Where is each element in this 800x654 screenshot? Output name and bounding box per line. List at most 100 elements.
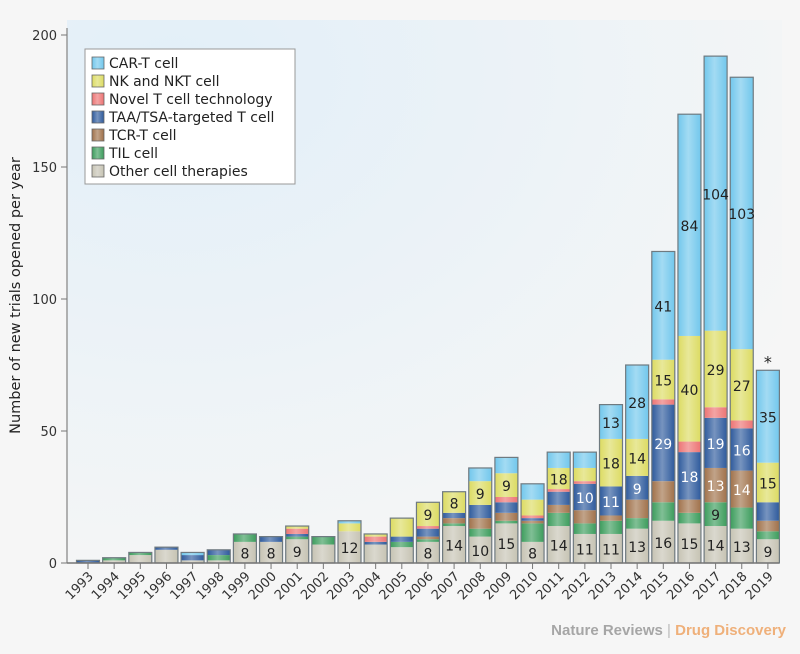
x-tick-label: 2019 xyxy=(743,569,777,603)
bar-1994 xyxy=(102,557,127,564)
x-tick-label: 2003 xyxy=(324,569,358,603)
x-tick-label: 2000 xyxy=(246,569,280,603)
data-label: 14 xyxy=(550,539,568,555)
bar-segment xyxy=(494,497,518,503)
bar-segment xyxy=(390,541,414,548)
bar-segment xyxy=(521,518,545,521)
bar-segment xyxy=(704,407,728,418)
data-label: 9 xyxy=(633,482,642,498)
data-label: 13 xyxy=(707,479,725,495)
data-label: 9 xyxy=(763,545,772,561)
bar-segment xyxy=(128,552,152,556)
legend-swatch xyxy=(91,92,105,106)
bar-1996 xyxy=(154,546,179,564)
bar-segment xyxy=(730,528,754,563)
bar-segment xyxy=(573,452,597,468)
bar-segment xyxy=(442,512,466,519)
x-tick-label: 2013 xyxy=(586,569,620,603)
bar-segment xyxy=(599,404,623,439)
bar-segment xyxy=(468,528,492,537)
data-label: 9 xyxy=(423,508,432,524)
legend-item: TIL cell xyxy=(91,146,158,162)
x-tick-label: 2007 xyxy=(429,569,463,603)
asterisk-annotation: * xyxy=(764,352,772,371)
bar-segment xyxy=(521,499,545,516)
bar-segment xyxy=(677,114,701,336)
x-tick-label: 2014 xyxy=(612,569,646,603)
bar-segment xyxy=(259,536,283,542)
y-tick-label: 150 xyxy=(32,161,57,176)
bar-segment xyxy=(756,520,780,532)
bar-segment xyxy=(181,552,205,556)
bar-segment xyxy=(756,531,780,540)
bar-segment xyxy=(756,370,780,463)
bar-segment xyxy=(311,536,335,545)
x-tick-label: 1996 xyxy=(141,569,175,603)
data-label: 27 xyxy=(733,379,751,395)
data-label: 10 xyxy=(576,491,594,507)
data-label: 18 xyxy=(602,457,620,473)
footer-credit: Nature Reviews | Drug Discovery xyxy=(551,622,786,639)
data-label: 11 xyxy=(576,542,594,558)
data-label: 8 xyxy=(450,496,459,512)
bar-segment xyxy=(677,512,701,524)
bar-segment xyxy=(625,528,649,563)
data-label: 14 xyxy=(628,451,646,467)
data-label: 15 xyxy=(681,537,699,553)
legend-label: TIL cell xyxy=(108,146,158,162)
bar-segment xyxy=(677,452,701,500)
bar-segment xyxy=(547,491,571,505)
data-label: 8 xyxy=(528,546,537,562)
bar-segment xyxy=(730,507,754,529)
bar-segment xyxy=(311,544,335,563)
bar-segment xyxy=(704,526,728,563)
bar-segment xyxy=(651,399,675,405)
x-tick-label: 1999 xyxy=(220,569,254,603)
legend-item: Novel T cell technology xyxy=(91,92,273,108)
bar-segment xyxy=(651,520,675,563)
bar-2008 xyxy=(468,467,493,564)
data-label: 9 xyxy=(476,487,485,503)
bar-segment xyxy=(677,523,701,563)
bar-segment xyxy=(416,541,440,563)
x-tick-label: 2009 xyxy=(481,569,515,603)
bar-segment xyxy=(390,518,414,537)
legend-label: TAA/TSA-targeted T cell xyxy=(108,110,274,126)
bar-segment xyxy=(573,523,597,534)
bar-segment xyxy=(756,502,780,521)
legend-swatch xyxy=(91,74,105,88)
bar-segment xyxy=(494,473,518,497)
y-tick-label: 200 xyxy=(32,29,57,44)
data-label: 29 xyxy=(707,363,725,379)
bar-segment xyxy=(390,547,414,563)
bar-segment xyxy=(704,56,728,331)
bar-2002 xyxy=(311,535,336,564)
bar-segment xyxy=(625,518,649,529)
bar-segment xyxy=(338,520,361,524)
data-label: 8 xyxy=(423,546,432,562)
bar-1998 xyxy=(206,549,231,564)
bar-2018 xyxy=(729,76,754,564)
bar-segment xyxy=(364,541,388,545)
data-label: 15 xyxy=(759,476,777,492)
bar-segment xyxy=(494,457,518,474)
bar-segment xyxy=(102,560,126,563)
bar-segment xyxy=(756,539,780,563)
bar-segment xyxy=(468,518,492,529)
x-tick-label: 1993 xyxy=(63,569,97,603)
x-tick-label: 2012 xyxy=(560,569,594,603)
bar-segment xyxy=(677,441,701,453)
bar-segment xyxy=(442,526,466,563)
bar-segment xyxy=(102,557,126,561)
bar-2011 xyxy=(546,451,571,564)
data-label: 14 xyxy=(445,539,463,555)
data-label: 104 xyxy=(702,187,729,203)
data-label: 14 xyxy=(707,539,725,555)
bar-segment xyxy=(677,335,701,442)
legend-label: Other cell therapies xyxy=(109,164,248,180)
legend-swatch xyxy=(91,164,105,178)
bar-1997 xyxy=(180,551,205,564)
bar-segment xyxy=(573,533,597,563)
bar-segment xyxy=(651,359,675,400)
